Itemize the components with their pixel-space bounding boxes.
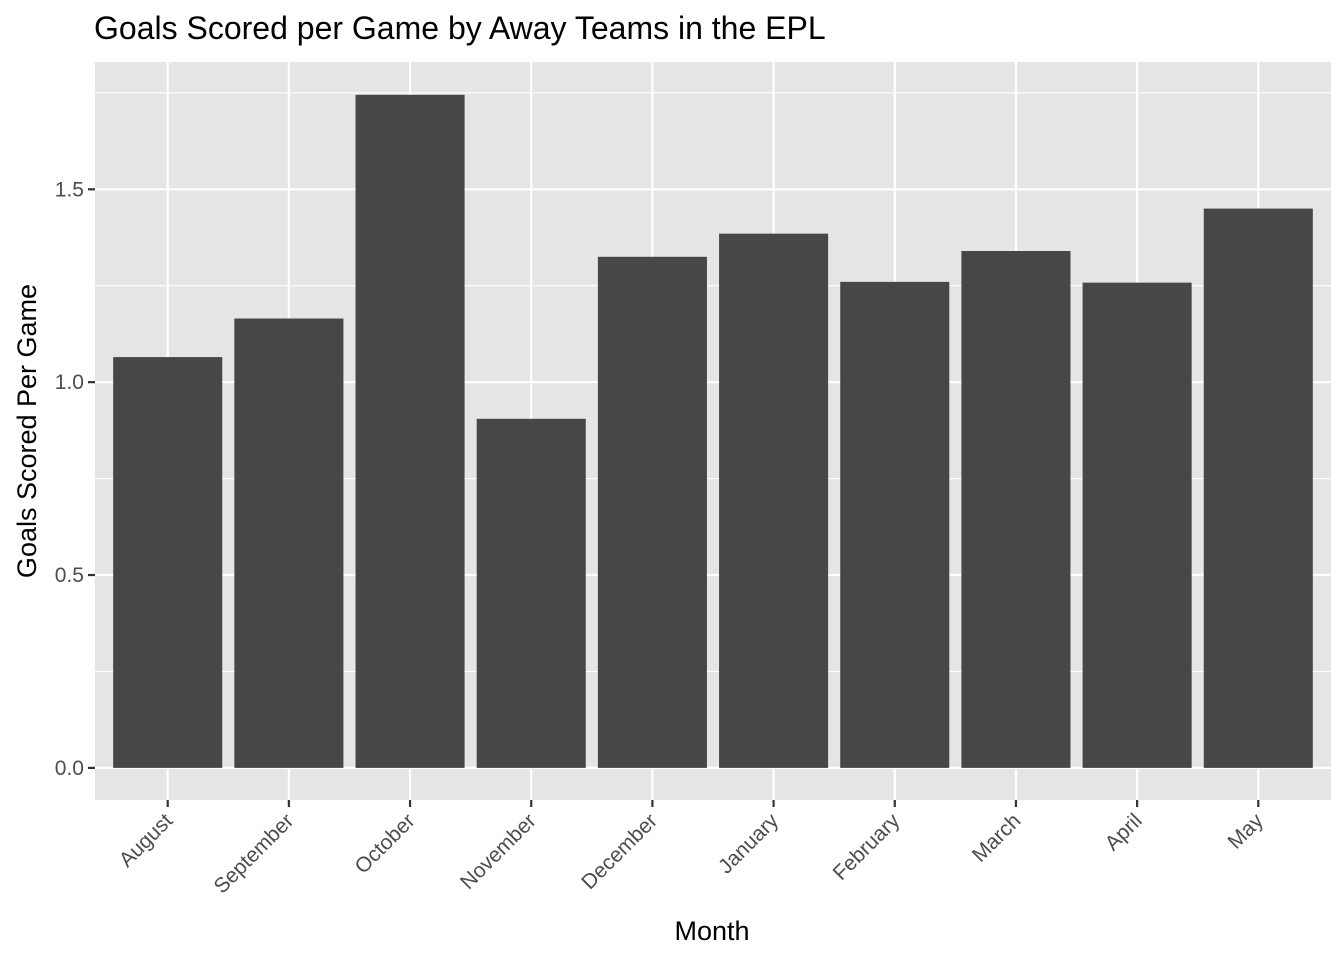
x-axis-title: Month [674, 916, 749, 946]
bar-december [597, 256, 707, 768]
bar-may [1203, 208, 1313, 768]
y-tick-label: 0.5 [55, 564, 84, 587]
bar-november [476, 418, 586, 768]
bar-january [719, 233, 829, 768]
y-axis-title: Goals Scored Per Game [12, 284, 42, 578]
x-tick-label-september: September [210, 809, 299, 898]
x-tick-label-october: October [351, 809, 420, 878]
y-tick-label: 1.5 [55, 178, 84, 201]
bar-april [1082, 282, 1192, 768]
x-tick-label-january: January [714, 809, 783, 878]
bars [113, 94, 1313, 768]
bar-february [840, 281, 950, 768]
y-tick-label: 1.0 [55, 371, 84, 394]
bar-september [234, 318, 344, 768]
y-axis: 0.0 0.5 1.0 1.5 [55, 178, 95, 780]
x-tick-label-april: April [1101, 809, 1147, 855]
x-tick-label-november: November [456, 809, 541, 894]
x-tick-label-december: December [577, 809, 662, 894]
bar-march [961, 251, 1071, 768]
x-tick-label-august: August [115, 809, 178, 872]
chart-title: Goals Scored per Game by Away Teams in t… [94, 10, 826, 46]
x-tick-label-may: May [1224, 809, 1269, 854]
bar-august [113, 357, 223, 768]
x-tick-label-february: February [829, 809, 905, 885]
x-axis: August September October November December Ja… [115, 800, 1268, 898]
bar-october [355, 94, 465, 768]
x-tick-label-march: March [968, 809, 1026, 867]
y-tick-label: 0.0 [55, 757, 84, 780]
